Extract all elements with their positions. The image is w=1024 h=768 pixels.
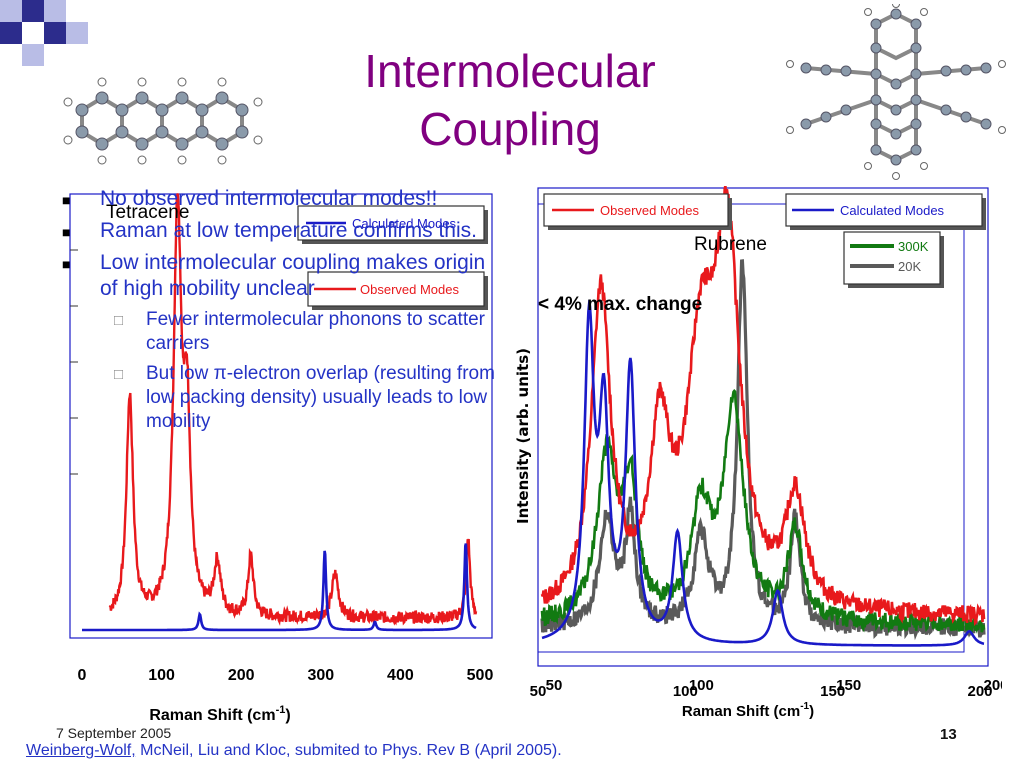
legend-label: Observed Modes bbox=[360, 282, 459, 297]
x-axis-label: Raman Shift (cm-1) bbox=[149, 704, 290, 724]
inner-frame bbox=[537, 203, 965, 653]
title-line2: Coupling bbox=[419, 103, 601, 155]
x-tick-label: 300 bbox=[307, 667, 334, 684]
bullet-item: ■ Low intermolecular coupling makes origi… bbox=[62, 250, 502, 302]
x-tick-label: 400 bbox=[387, 667, 414, 684]
x-tick-label: 0 bbox=[78, 667, 87, 684]
corner-square bbox=[0, 22, 22, 44]
page-number: 13 bbox=[940, 726, 957, 743]
tetracene-raman-chart: 0 100 200 300 400 500 Raman Shift (cm-1) Raman … bbox=[69, 193, 494, 724]
sub-bullet-text: Fewer intermolecular phonons to scatter … bbox=[146, 309, 485, 354]
series-line-observed bbox=[108, 193, 478, 626]
chart-annotation: < 4% max. change bbox=[538, 294, 702, 315]
x-axis-label-close: ) bbox=[809, 703, 814, 720]
legend-calculated: Calculated Modes bbox=[297, 205, 488, 244]
series-line-calculated bbox=[82, 543, 477, 632]
x-tick-label: 200 bbox=[967, 683, 992, 700]
legend-calculated: Calculated Modes bbox=[785, 193, 986, 230]
corner-square bbox=[22, 44, 44, 66]
series-line-observed-modes bbox=[540, 186, 986, 627]
slide-title: Intermolecular Coupling bbox=[300, 42, 720, 158]
bullet-text: Raman at low temperature confirms this. bbox=[100, 219, 477, 242]
legend-label: 300K bbox=[898, 239, 929, 254]
x-axis-label-close: ) bbox=[285, 707, 290, 724]
legend-observed: Observed Modes bbox=[543, 193, 732, 230]
series-line-calculated-modes bbox=[541, 299, 985, 647]
corner-square bbox=[66, 22, 88, 44]
bullet-text: No observed intermolecular modes!! bbox=[100, 187, 438, 210]
bullet-square-icon: ■ bbox=[62, 192, 71, 208]
corner-square bbox=[0, 0, 22, 22]
x-tick-label: 500 bbox=[467, 667, 494, 684]
x-tick-label: 100 bbox=[673, 683, 698, 700]
y-axis-label: Intensity (arb. units) bbox=[514, 348, 532, 524]
x-axis-label: Raman Shift (cm-1) bbox=[682, 701, 814, 720]
hollow-square-icon: □ bbox=[114, 312, 124, 329]
legend-label: 20K bbox=[898, 259, 921, 274]
chart-title: Tetracene bbox=[106, 202, 189, 223]
x-tick-label: 100 bbox=[148, 667, 175, 684]
corner-square bbox=[44, 0, 66, 22]
sub-bullet-text: But low π-electron overlap (resulting fr… bbox=[146, 363, 495, 432]
x-tick-label: 50 bbox=[530, 683, 547, 700]
x-axis-label-sup: -1 bbox=[800, 701, 809, 712]
x-tick-label: 150 bbox=[820, 683, 845, 700]
x-tick-label-echo: 50 bbox=[546, 677, 563, 694]
x-tick-label: 200 bbox=[228, 667, 255, 684]
sub-bullet-item: □ But low π-electron overlap (resulting f… bbox=[62, 362, 502, 434]
rubrene-molecule-image bbox=[786, 4, 1006, 180]
legend-box bbox=[843, 231, 941, 285]
corner-square bbox=[44, 22, 66, 44]
x-tick-label-echo: 200 bbox=[983, 677, 1002, 694]
hollow-square-icon: □ bbox=[114, 366, 124, 383]
tetracene-molecule-image bbox=[63, 77, 263, 165]
corner-square bbox=[22, 0, 44, 22]
bullet-item: ■ Raman at low temperature confirms this. bbox=[62, 218, 502, 244]
footer-date: 7 September 2005 bbox=[56, 725, 172, 741]
x-tick-label-echo: 100 bbox=[689, 677, 714, 694]
legend-label: Calculated Modes bbox=[840, 203, 945, 218]
chart-title: Rubrene bbox=[694, 234, 767, 255]
x-tick-label-echo: 150 bbox=[836, 677, 861, 694]
legend-temperature: 300K 20K bbox=[843, 231, 944, 288]
bullet-text: Low intermolecular coupling makes origin… bbox=[100, 251, 486, 300]
legend-observed: Observed Modes bbox=[307, 271, 488, 310]
title-line1: Intermolecular bbox=[364, 45, 656, 97]
x-axis-label-sup: -1 bbox=[276, 704, 286, 716]
legend-label: Calculated Modes bbox=[352, 216, 457, 231]
bullet-item: ■ No observed intermolecular modes!! bbox=[62, 186, 502, 212]
bullet-list: ■ No observed intermolecular modes!! ■ Ram… bbox=[62, 186, 502, 440]
bullet-square-icon: ■ bbox=[62, 224, 71, 240]
citation-text: McNeil, Liu and Kloc, submited to Phys. … bbox=[135, 742, 562, 759]
citation: Weinberg-Wolf, McNeil, Liu and Kloc, sub… bbox=[26, 742, 562, 760]
sub-bullet-item: □ Fewer intermolecular phonons to scatter… bbox=[62, 308, 502, 356]
series-line-20k bbox=[540, 259, 986, 641]
plot-frame bbox=[69, 193, 493, 639]
citation-link[interactable]: Weinberg-Wolf, bbox=[26, 742, 136, 759]
bullet-square-icon: ■ bbox=[62, 256, 71, 272]
legend-label: Observed Modes bbox=[600, 203, 699, 218]
